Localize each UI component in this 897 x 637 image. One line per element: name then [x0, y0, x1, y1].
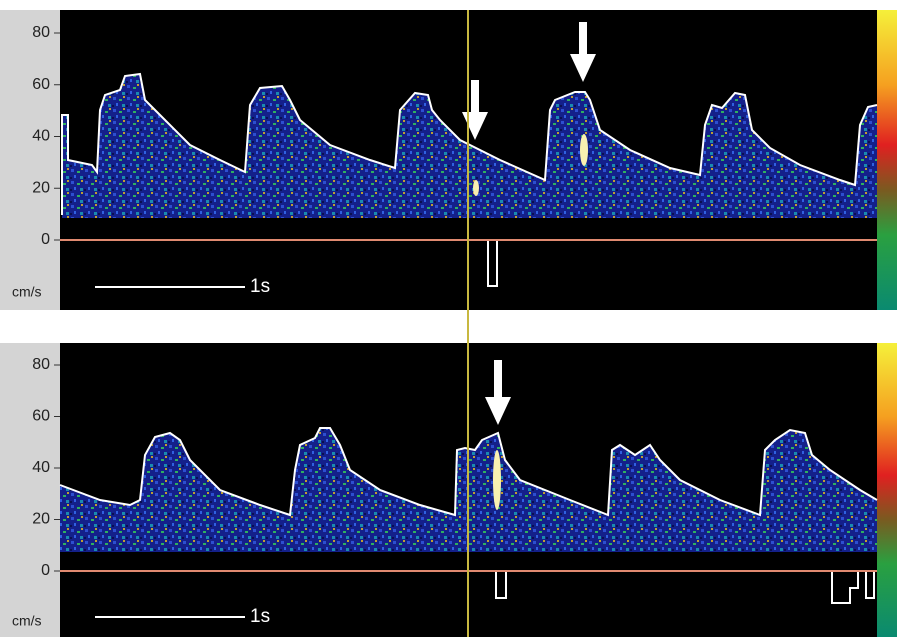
panel: 1s cm/s: [0, 343, 897, 637]
artifact: [580, 134, 588, 166]
envelope: [487, 240, 498, 287]
envelope: [59, 427, 878, 517]
tick-label: 0: [41, 231, 50, 248]
unit-label: cm/s: [12, 613, 42, 629]
axis-strip: [0, 343, 60, 637]
tick-label: 80: [32, 356, 50, 373]
scale-label: 1s: [250, 606, 270, 627]
tick-label: 40: [32, 128, 50, 145]
tick-label: 60: [32, 76, 50, 93]
artifact: [473, 180, 479, 196]
tick-label: 80: [32, 24, 50, 41]
artifact: [493, 450, 501, 510]
tick-label: 0: [41, 562, 50, 579]
axis-strip: [0, 10, 60, 310]
panel: 1s cm/s: [0, 10, 897, 310]
envelope: [61, 72, 878, 215]
tick-label: 20: [32, 179, 50, 196]
tick-label: 40: [32, 459, 50, 476]
tick-label: 60: [32, 408, 50, 425]
color-bar: [877, 10, 897, 310]
tick-label: 20: [32, 511, 50, 528]
spectrum: [62, 74, 877, 218]
arrow: [485, 360, 511, 425]
unit-label: cm/s: [12, 284, 42, 300]
color-bar: [877, 343, 897, 637]
envelope: [495, 571, 875, 604]
scale-label: 1s: [250, 276, 270, 297]
arrow: [570, 22, 596, 82]
